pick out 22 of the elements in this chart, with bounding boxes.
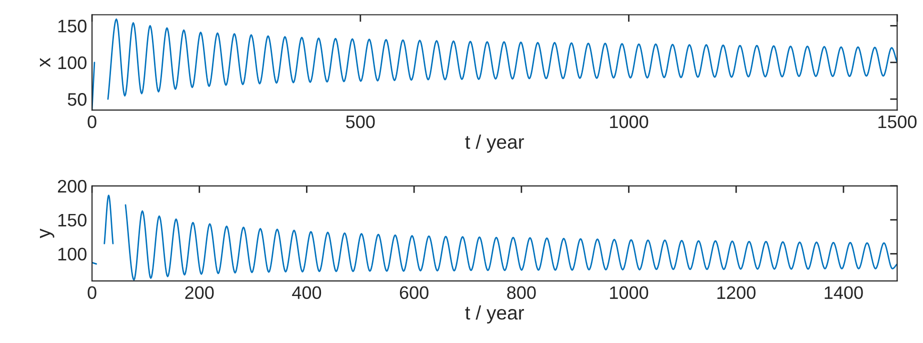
x-tick-label: 500 (346, 115, 375, 128)
y-tick-label: 150 (58, 214, 86, 227)
x-tick-label: 0 (88, 115, 96, 128)
y-tick-label: 100 (58, 248, 86, 260)
x-axis-title: t / year (465, 305, 524, 324)
x-axis-title: t / year (465, 134, 524, 153)
x-tick-label: 0 (88, 286, 96, 300)
x-tick-label: 1500 (878, 115, 917, 128)
x-tick-label: 1000 (610, 286, 648, 300)
x-tick-label: 400 (292, 286, 322, 300)
x-tick-label: 1200 (717, 286, 756, 300)
x-tick-label: 800 (507, 286, 536, 300)
y-axis-title: y (40, 228, 54, 238)
y-tick-label: 100 (58, 56, 86, 70)
x-tick-label: 1000 (610, 115, 648, 128)
y-tick-label: 50 (68, 93, 86, 106)
x-tick-label: 200 (185, 286, 214, 300)
x-tick-label: 600 (400, 286, 428, 300)
x-tick-label: 1400 (824, 286, 863, 300)
y-tick-label: 150 (58, 20, 86, 32)
y-axis-title: x (40, 58, 50, 68)
y-tick-label: 200 (58, 180, 86, 193)
